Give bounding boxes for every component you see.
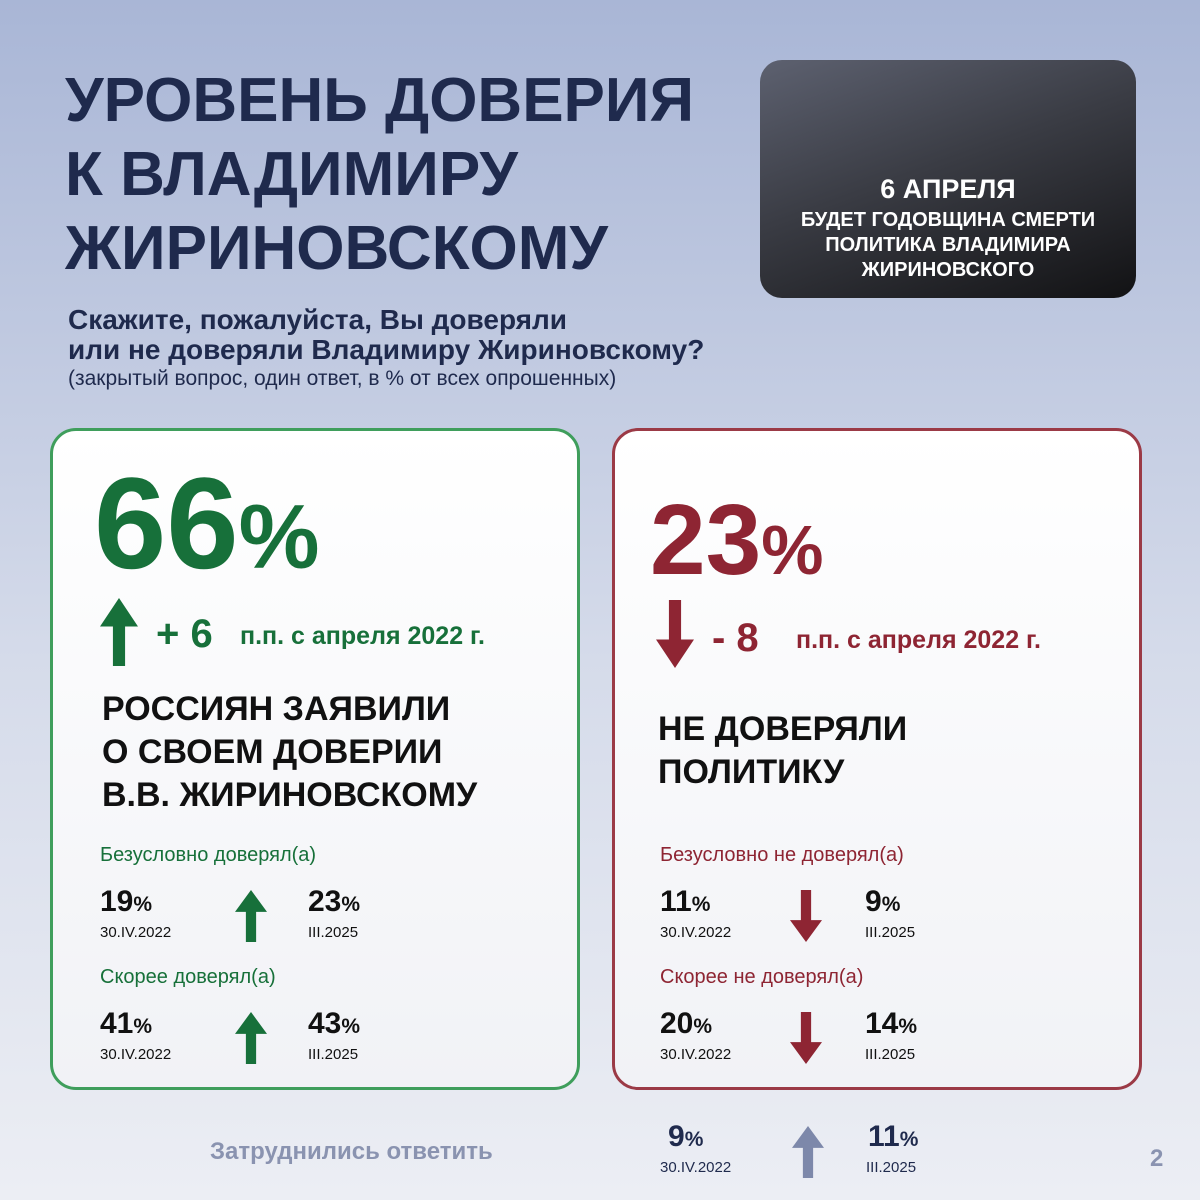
after-percent: 14% xyxy=(865,1009,917,1039)
after-date: III.2025 xyxy=(308,1046,359,1063)
title: ЖИРИНОВСКОМУ xyxy=(65,214,608,283)
percent-value: 9 xyxy=(865,885,882,918)
percent-value: 23 xyxy=(308,885,342,918)
card-label: ПОЛИТИКУ xyxy=(658,753,845,791)
arrow-shape xyxy=(790,1012,822,1064)
row-label: Безусловно не доверял(а) xyxy=(660,844,904,866)
question: Скажите, пожалуйста, Вы доверяли xyxy=(68,304,568,335)
percent-value: 43 xyxy=(308,1007,342,1040)
arrow-shape xyxy=(235,1012,267,1064)
percent-sign: % xyxy=(684,1128,704,1151)
before-date: 30.IV.2022 xyxy=(100,924,172,941)
before-percent: 20% xyxy=(660,1009,712,1039)
row-label: Скорее доверял(а) xyxy=(100,966,276,988)
footer-label: Затруднились ответить xyxy=(210,1138,493,1165)
percent-value: 11 xyxy=(868,1120,900,1153)
row-label: Скорее не доверял(а) xyxy=(660,966,864,988)
trust-card xyxy=(50,428,580,1090)
distrust-card xyxy=(612,428,1142,1090)
percent-sign: % xyxy=(898,1015,918,1038)
after-date: III.2025 xyxy=(865,924,916,941)
percent-value: 20 xyxy=(660,1007,694,1040)
arrow-shape xyxy=(790,890,822,942)
arrow xyxy=(656,600,694,668)
row-label: Безусловно доверял(а) xyxy=(100,844,317,866)
photo xyxy=(760,60,1136,298)
change-value: - 8 xyxy=(712,616,759,660)
arrow xyxy=(790,1012,822,1064)
arrow-shape xyxy=(100,598,138,666)
title: УРОВЕНЬ ДОВЕРИЯ xyxy=(65,66,695,135)
arrow xyxy=(100,598,138,666)
footer-before-date: 30.IV.2022 xyxy=(660,1159,732,1176)
change-text: п.п. с апреля 2022 г. xyxy=(796,626,1041,654)
photo-date: 6 АПРЕЛЯ xyxy=(880,174,1016,204)
percent-value: 19 xyxy=(100,885,134,918)
card-label: В.В. ЖИРИНОВСКОМУ xyxy=(102,776,478,814)
photo-caption: ПОЛИТИКА ВЛАДИМИРА xyxy=(825,234,1071,256)
after-date: III.2025 xyxy=(308,924,359,941)
percent-sign: % xyxy=(693,1015,713,1038)
footer-after-date: III.2025 xyxy=(866,1159,917,1176)
percent-sign: % xyxy=(761,511,824,589)
card-label: РОССИЯН ЗАЯВИЛИ xyxy=(102,690,451,728)
before-date: 30.IV.2022 xyxy=(100,1046,172,1063)
after-percent: 43% xyxy=(308,1009,360,1039)
percent-sign: % xyxy=(341,1015,361,1038)
title: К ВЛАДИМИРУ xyxy=(65,140,518,209)
arrow-shape xyxy=(235,890,267,942)
footer-after: 11% xyxy=(868,1122,918,1152)
arrow xyxy=(792,1126,824,1178)
card-label: НЕ ДОВЕРЯЛИ xyxy=(658,710,908,748)
percent-value: 66 xyxy=(94,450,239,596)
after-percent: 9% xyxy=(865,887,900,917)
before-percent: 19% xyxy=(100,887,152,917)
before-percent: 41% xyxy=(100,1009,152,1039)
percent-sign: % xyxy=(238,487,320,588)
arrow xyxy=(790,890,822,942)
percent-value: 14 xyxy=(865,1007,899,1040)
change-value: + 6 xyxy=(156,612,213,656)
percent-sign: % xyxy=(899,1128,919,1151)
footer-before: 9% xyxy=(668,1122,703,1152)
percent-value: 23 xyxy=(650,484,762,596)
headline-percent: 23% xyxy=(650,490,823,590)
percent-value: 11 xyxy=(660,885,692,918)
percent-sign: % xyxy=(133,893,153,916)
arrow-shape xyxy=(656,600,694,668)
percent-value: 9 xyxy=(668,1120,685,1153)
card-label: О СВОЕМ ДОВЕРИИ xyxy=(102,733,443,771)
photo-caption: БУДЕТ ГОДОВЩИНА СМЕРТИ xyxy=(800,209,1096,231)
photo-caption: ЖИРИНОВСКОГО xyxy=(861,259,1035,281)
percent-sign: % xyxy=(341,893,361,916)
percent-sign: % xyxy=(881,893,901,916)
percent-value: 41 xyxy=(100,1007,134,1040)
after-date: III.2025 xyxy=(865,1046,916,1063)
before-date: 30.IV.2022 xyxy=(660,924,732,941)
arrow-shape xyxy=(792,1126,824,1178)
before-percent: 11% xyxy=(660,887,710,917)
arrow xyxy=(235,890,267,942)
after-percent: 23% xyxy=(308,887,360,917)
question-note: (закрытый вопрос, один ответ, в % от все… xyxy=(68,367,617,390)
change-text: п.п. с апреля 2022 г. xyxy=(240,622,485,650)
before-date: 30.IV.2022 xyxy=(660,1046,732,1063)
percent-sign: % xyxy=(691,893,711,916)
page-number: 2 xyxy=(1150,1145,1164,1172)
question: или не доверяли Владимиру Жириновскому? xyxy=(68,334,705,365)
headline-percent: 66% xyxy=(94,458,320,588)
percent-sign: % xyxy=(133,1015,153,1038)
arrow xyxy=(235,1012,267,1064)
